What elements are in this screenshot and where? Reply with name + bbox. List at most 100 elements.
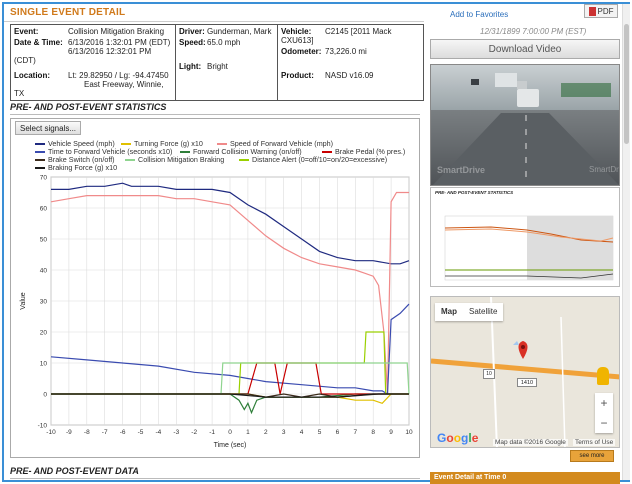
data-divider — [10, 478, 420, 479]
tab-satellite[interactable]: Satellite — [469, 307, 498, 316]
logo-letter: e — [471, 431, 479, 445]
event-video-frame[interactable]: SmartDrive SmartDrive — [430, 64, 620, 186]
logo-letter: o — [453, 431, 462, 445]
map-attribution: Map data ©2016 Google — [493, 439, 568, 446]
y-tick-label: 50 — [40, 237, 48, 244]
speed-label: Speed: — [179, 38, 206, 47]
x-tick-label: -6 — [120, 429, 126, 436]
stats-heading: PRE- AND POST-EVENT STATISTICS — [10, 102, 167, 112]
vehicle-label: Vehicle: — [281, 27, 312, 36]
event-detail-time-bar[interactable]: Event Detail at Time 0 — [430, 472, 620, 484]
x-tick-label: 2 — [264, 429, 268, 436]
datetime-label: Date & Time: — [14, 38, 63, 47]
x-tick-label: -10 — [46, 429, 56, 436]
location-coords: Lt: 29.82950 / Lg: -94.47450 — [68, 71, 169, 80]
y-tick-label: 0 — [43, 392, 47, 399]
water-marker — [513, 341, 519, 345]
location-map[interactable]: Map Satellite 10 1410 + − Google Map data… — [430, 296, 620, 448]
logo-letter: o — [446, 431, 454, 445]
stats-divider — [10, 114, 420, 115]
page-scrollbar[interactable] — [622, 4, 630, 480]
x-tick-label: 3 — [282, 429, 286, 436]
scrollbar-thumb[interactable] — [624, 24, 629, 144]
location-pin-icon[interactable] — [518, 341, 528, 359]
legend-label: Vehicle Speed (mph) — [48, 139, 115, 148]
legend-item[interactable]: Forward Collision Warning (on/off) — [180, 147, 302, 156]
datetime-value-1: 6/13/2016 1:32:01 PM (EDT) — [68, 38, 171, 47]
odometer-value: 73,226.0 mi — [325, 47, 367, 56]
thumb-series-2 — [444, 228, 614, 242]
add-to-favorites-link[interactable]: Add to Favorites — [450, 10, 509, 19]
y-tick-label: -10 — [38, 423, 48, 430]
legend-swatch — [35, 143, 45, 146]
x-tick-label: 5 — [318, 429, 322, 436]
x-tick-label: -5 — [138, 429, 144, 436]
light-label: Light: — [179, 62, 202, 71]
x-tick-label: -4 — [156, 429, 162, 436]
truck-trailer — [495, 73, 517, 87]
legend-item[interactable]: Braking Force (g) x10 — [35, 163, 117, 172]
legend-item[interactable]: Speed of Forward Vehicle (mph) — [217, 139, 333, 148]
video-scene — [432, 73, 619, 185]
pegman-icon[interactable] — [597, 367, 609, 385]
x-tick-label: -1 — [209, 429, 215, 436]
map-terms-link[interactable]: Terms of Use — [573, 439, 616, 446]
zoom-out-button[interactable]: − — [600, 416, 608, 430]
see-more-button[interactable]: see more — [570, 450, 614, 462]
x-tick-label: 1 — [246, 429, 250, 436]
legend-label: Speed of Forward Vehicle (mph) — [230, 139, 334, 148]
y-axis-label: Value — [20, 292, 27, 309]
video-watermark-2: SmartDrive — [589, 165, 619, 174]
x-tick-label: -3 — [173, 429, 179, 436]
thumb-heading: PRE- AND POST-EVENT STATISTICS — [435, 190, 514, 195]
x-tick-label: -9 — [66, 429, 72, 436]
video-watermark: SmartDrive — [437, 165, 486, 175]
interstate-shield: 10 — [483, 369, 495, 379]
x-axis-label: Time (sec) — [214, 442, 247, 449]
thumb-event-window — [527, 216, 613, 280]
legend-item[interactable]: Distance Alert (0=off/10=on/20=excessive… — [239, 155, 387, 164]
thumb-series-1 — [444, 226, 614, 243]
legend-item[interactable]: Brake Pedal (% pres.) — [322, 147, 405, 156]
zoom-in-button[interactable]: + — [600, 396, 608, 410]
truck-cab — [517, 81, 527, 89]
y-tick-label: 70 — [40, 175, 48, 182]
location-label: Location: — [14, 71, 50, 80]
x-tick-label: 6 — [336, 429, 340, 436]
page-title: SINGLE EVENT DETAIL — [10, 7, 126, 18]
legend-label: Collision Mitigation Braking — [138, 155, 225, 164]
x-tick-label: -2 — [191, 429, 197, 436]
y-tick-label: 40 — [40, 268, 48, 275]
event-value: Collision Mitigation Braking — [68, 27, 165, 36]
x-tick-label: 0 — [228, 429, 232, 436]
legend-swatch — [322, 151, 332, 154]
logo-letter: G — [437, 431, 447, 445]
legend-swatch — [35, 167, 45, 170]
tab-map[interactable]: Map — [441, 307, 457, 316]
stats-thumbnail[interactable]: PRE- AND POST-EVENT STATISTICS — [430, 187, 620, 287]
series-line — [51, 362, 409, 395]
legend-label: Brake Switch (on/off) — [48, 155, 115, 164]
legend-item[interactable]: Collision Mitigation Braking — [125, 155, 224, 164]
location-pin-dot — [521, 345, 525, 349]
x-tick-label: -8 — [84, 429, 90, 436]
legend-item[interactable]: Turning Force (g) x10 — [121, 139, 203, 148]
legend-item[interactable]: Time to Forward Vehicle (seconds x10) — [35, 147, 172, 156]
legend-item[interactable]: Vehicle Speed (mph) — [35, 139, 115, 148]
legend-swatch — [35, 159, 45, 162]
datetime-value-2: 6/13/2016 12:32:01 PM (CDT) — [14, 47, 152, 65]
select-signals-button[interactable]: Select signals... — [15, 121, 81, 135]
distant-car — [471, 79, 479, 85]
y-tick-label: 10 — [40, 361, 48, 368]
legend-label: Forward Collision Warning (on/off) — [193, 147, 302, 156]
download-video-button[interactable]: Download Video — [430, 39, 620, 59]
lead-vehicle — [517, 89, 539, 107]
legend-label: Brake Pedal (% pres.) — [335, 147, 406, 156]
map-highway — [431, 358, 619, 380]
x-tick-label: 4 — [300, 429, 304, 436]
event-info-table: Event: Collision Mitigation Braking Date … — [10, 24, 424, 101]
pdf-button[interactable]: PDF — [584, 4, 618, 18]
video-timestamp: 12/31/1899 7:00:00 PM (EST) — [480, 27, 587, 36]
driver-label: Driver: — [179, 27, 205, 36]
legend-item[interactable]: Brake Switch (on/off) — [35, 155, 115, 164]
